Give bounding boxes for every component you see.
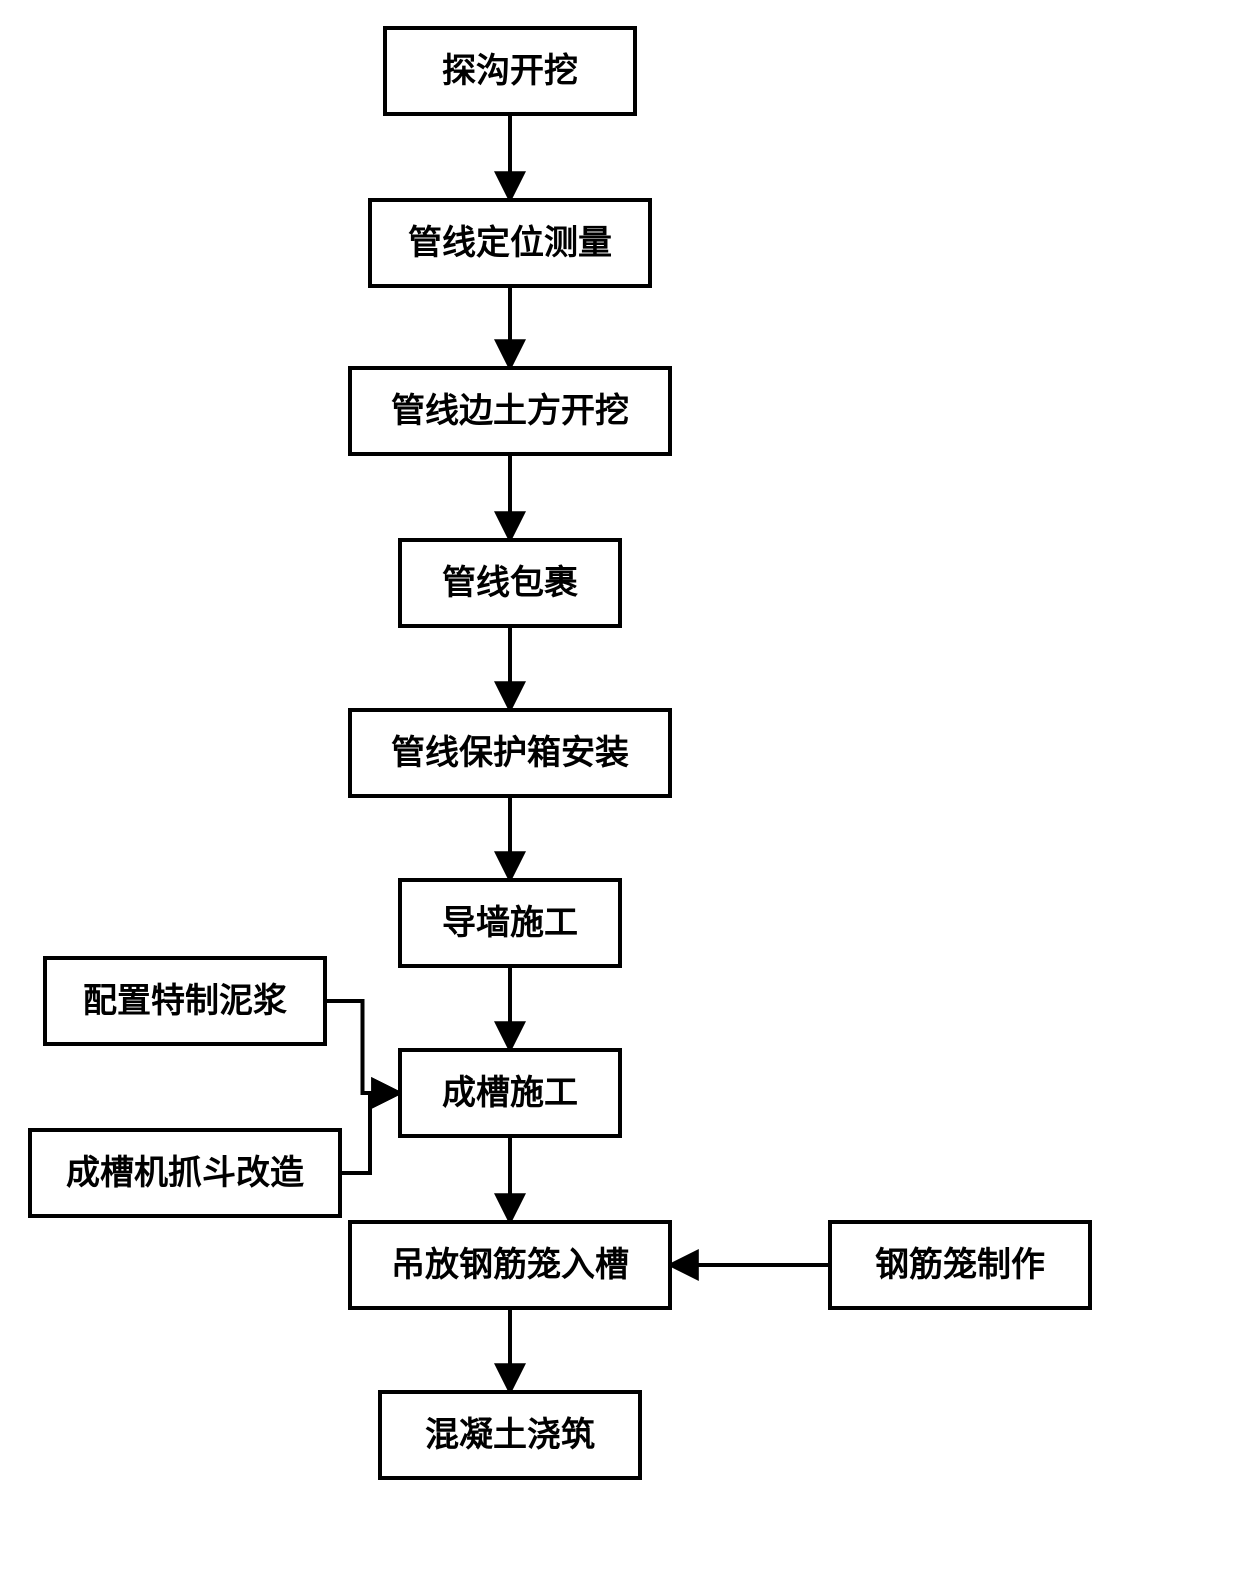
node-label: 混凝土浇筑 xyxy=(425,1416,595,1454)
node-label: 配置特制泥浆 xyxy=(83,982,287,1020)
node-label: 管线边土方开挖 xyxy=(391,392,629,430)
node-label: 成槽施工 xyxy=(442,1074,578,1112)
node-n3: 管线边土方开挖 xyxy=(350,368,670,454)
node-s1: 配置特制泥浆 xyxy=(45,958,325,1044)
node-s3: 钢筋笼制作 xyxy=(830,1222,1090,1308)
node-label: 管线定位测量 xyxy=(408,224,612,262)
node-label: 成槽机抓斗改造 xyxy=(66,1154,304,1192)
node-label: 探沟开挖 xyxy=(442,52,578,90)
node-n1: 探沟开挖 xyxy=(385,28,635,114)
node-n8: 吊放钢筋笼入槽 xyxy=(350,1222,670,1308)
node-n2: 管线定位测量 xyxy=(370,200,650,286)
edge-s2-n7 xyxy=(340,1093,400,1173)
node-n7: 成槽施工 xyxy=(400,1050,620,1136)
node-label: 管线包裹 xyxy=(442,564,578,602)
node-n9: 混凝土浇筑 xyxy=(380,1392,640,1478)
node-n4: 管线包裹 xyxy=(400,540,620,626)
edge-s1-n7 xyxy=(325,1001,400,1093)
node-label: 管线保护箱安装 xyxy=(391,734,629,772)
node-n6: 导墙施工 xyxy=(400,880,620,966)
node-n5: 管线保护箱安装 xyxy=(350,710,670,796)
node-s2: 成槽机抓斗改造 xyxy=(30,1130,340,1216)
node-label: 吊放钢筋笼入槽 xyxy=(391,1246,629,1284)
node-label: 导墙施工 xyxy=(442,904,578,942)
node-label: 钢筋笼制作 xyxy=(875,1246,1045,1284)
